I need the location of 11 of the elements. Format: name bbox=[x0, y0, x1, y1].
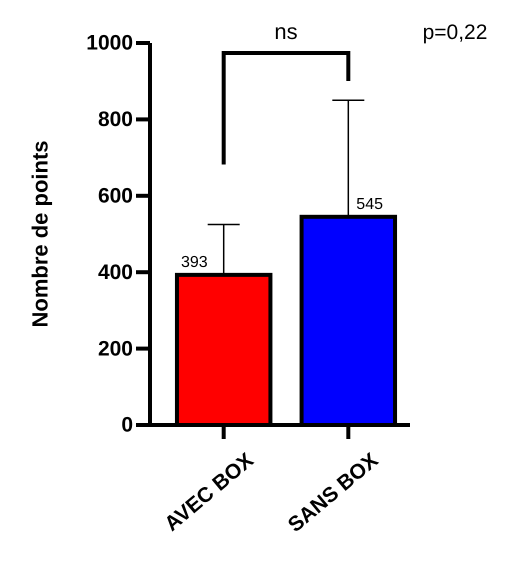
y-tick-label: 600 bbox=[98, 184, 133, 208]
y-tick-label: 800 bbox=[98, 108, 133, 132]
data-label: 393 bbox=[180, 254, 208, 271]
y-tick-label: 1000 bbox=[86, 32, 133, 55]
annotation: ns bbox=[274, 19, 298, 44]
y-tick-label: 0 bbox=[121, 414, 133, 437]
text: p=0,22 bbox=[422, 21, 488, 44]
y-tick-label: 200 bbox=[98, 337, 133, 360]
y-tick-label: 400 bbox=[98, 260, 133, 284]
data-label: 545 bbox=[356, 196, 384, 213]
y-axis-title: Nombre de points bbox=[28, 140, 53, 328]
